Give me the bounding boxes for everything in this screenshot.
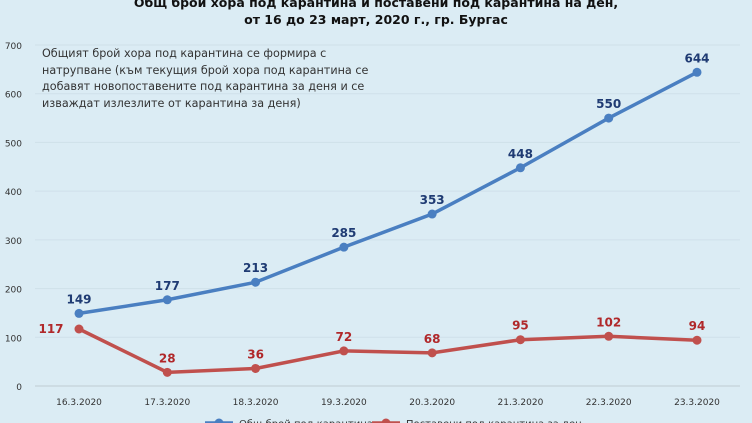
data-point — [162, 367, 172, 377]
chart-title-line-0: Общ брой хора под карантина и поставени … — [133, 0, 619, 10]
y-tick-label: 400 — [5, 188, 22, 198]
data-label: 285 — [331, 226, 356, 240]
y-tick-label: 700 — [5, 42, 22, 52]
data-label: 353 — [420, 193, 445, 207]
data-label: 117 — [38, 322, 63, 336]
data-label: 72 — [336, 330, 353, 344]
y-tick-label: 100 — [5, 334, 22, 344]
y-tick-label: 500 — [5, 139, 22, 149]
y-tick-label: 0 — [16, 383, 22, 393]
data-label: 448 — [508, 147, 533, 161]
data-point — [162, 295, 172, 305]
legend-marker — [381, 418, 391, 423]
data-label: 94 — [689, 319, 706, 333]
data-point — [604, 331, 614, 341]
y-tick-label: 600 — [5, 91, 22, 101]
chart-title-line-1: от 16 до 23 март, 2020 г., гр. Бургас — [244, 12, 508, 27]
y-tick-label: 200 — [5, 286, 22, 296]
legend-label: Общ брой под карантина — [239, 419, 373, 423]
data-label: 68 — [424, 332, 441, 346]
series-line — [78, 70, 698, 316]
data-point — [604, 113, 614, 123]
data-label: 550 — [596, 97, 621, 111]
x-tick-label: 21.3.2020 — [498, 398, 544, 408]
data-point — [339, 242, 349, 252]
legend-marker — [214, 418, 224, 423]
data-label: 28 — [159, 351, 176, 365]
data-point — [427, 209, 437, 219]
x-tick-label: 18.3.2020 — [233, 398, 279, 408]
annotation-text: Общият брой хора под карантина се формир… — [42, 47, 369, 110]
data-point — [692, 335, 702, 345]
data-point — [74, 324, 84, 334]
data-point — [251, 277, 261, 287]
data-point — [427, 348, 437, 358]
data-point — [251, 363, 261, 373]
chart-title: Общ брой хора под карантина и поставени … — [0, 0, 752, 28]
data-label: 95 — [512, 319, 529, 333]
x-tick-label: 16.3.2020 — [56, 398, 102, 408]
data-point — [74, 308, 84, 318]
x-tick-label: 17.3.2020 — [144, 398, 190, 408]
data-point — [515, 163, 525, 173]
data-label: 36 — [247, 347, 264, 361]
data-point — [692, 67, 702, 77]
x-tick-label: 23.3.2020 — [674, 398, 720, 408]
data-label: 102 — [596, 315, 621, 329]
x-tick-label: 19.3.2020 — [321, 398, 367, 408]
data-point — [515, 335, 525, 345]
data-label: 177 — [155, 279, 180, 293]
data-point — [339, 346, 349, 356]
data-label: 149 — [66, 292, 91, 306]
data-label: 213 — [243, 261, 268, 275]
data-label: 644 — [684, 51, 709, 65]
x-tick-label: 20.3.2020 — [409, 398, 455, 408]
legend-label: Поставени под карантина за ден — [406, 419, 582, 423]
series-line — [78, 327, 698, 375]
x-tick-label: 22.3.2020 — [586, 398, 632, 408]
y-tick-label: 300 — [5, 237, 22, 247]
